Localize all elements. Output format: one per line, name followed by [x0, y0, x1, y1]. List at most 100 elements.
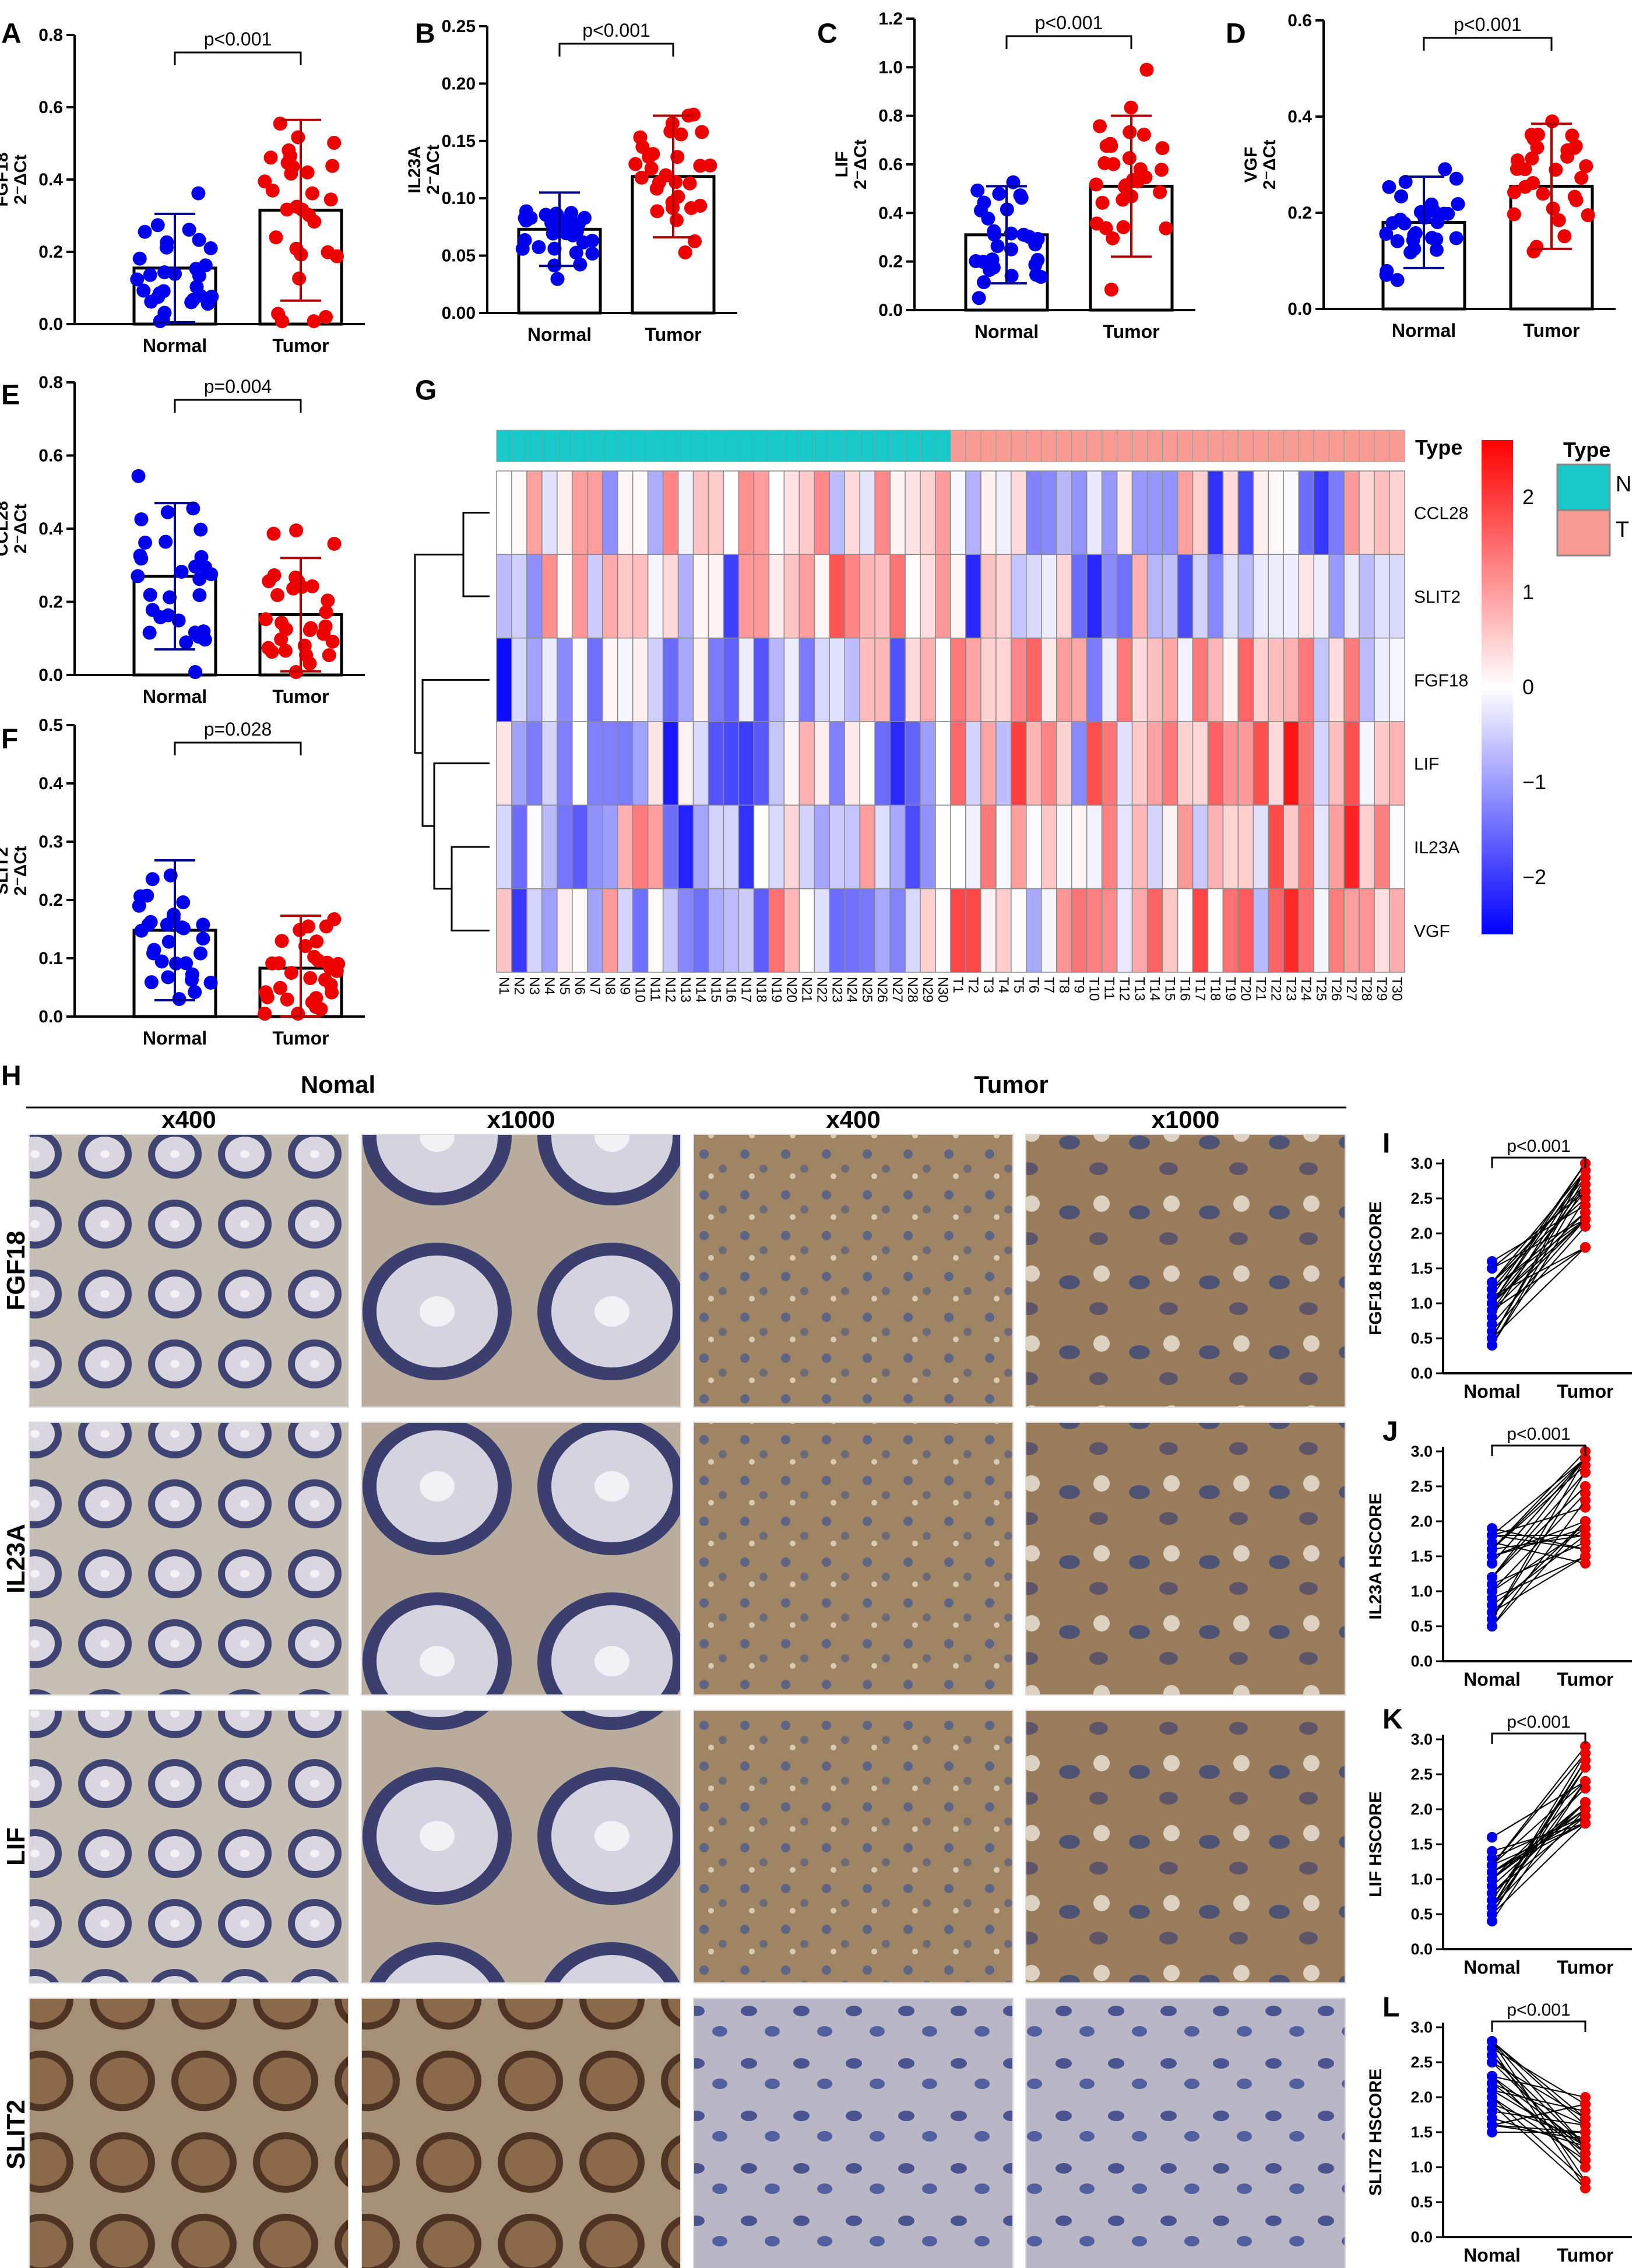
heatmap-cell: [1071, 637, 1088, 722]
data-point-normal: [550, 272, 565, 286]
data-point-tumor: [295, 202, 309, 217]
heatmap-cell: [1359, 721, 1375, 806]
data-point-normal: [1487, 1895, 1497, 1905]
panel-letter: F: [1, 724, 18, 755]
heatmap-cell: [1207, 721, 1224, 806]
heatmap-cell: [844, 470, 860, 555]
heatmap-cell: [632, 888, 649, 973]
data-point-normal: [1028, 237, 1043, 252]
panel-letter: B: [415, 19, 435, 50]
data-point-normal: [523, 210, 538, 225]
heatmap-cell: [1086, 804, 1103, 889]
significance-bracket: [558, 43, 674, 57]
data-point-normal: [992, 187, 1007, 201]
paired-line: [1491, 1767, 1586, 1901]
data-point-normal: [990, 239, 1005, 254]
heatmap-cell: [1071, 804, 1088, 889]
data-point-normal: [1379, 268, 1394, 282]
heatmap-cell: [950, 721, 966, 806]
data-point-normal: [1487, 2036, 1497, 2047]
y-tick-label: 3.0: [1410, 1443, 1433, 1460]
heatmap-cell: [1253, 888, 1269, 973]
legend-label: T: [1616, 518, 1629, 542]
data-point-normal: [1487, 1263, 1497, 1274]
paired-line: [1491, 1170, 1586, 1304]
paired-line: [1491, 2041, 1586, 2147]
heatmap-cell: [1268, 637, 1285, 722]
x-category-label: Normal: [143, 686, 207, 707]
heatmap-column-label: T6: [1026, 977, 1042, 993]
heatmap-cell: [647, 888, 664, 973]
color-scale-tick: 2: [1522, 485, 1534, 509]
heatmap-column-label: T21: [1253, 977, 1268, 1001]
heatmap-cell: [753, 888, 770, 973]
hscore-panel-l: L 0.0 0.5 1.0 1.5 2.0 2.5 3.0 SLIT2 HSCORE p<0.00…: [1366, 1992, 1632, 2266]
heatmap-column-label: T2: [965, 977, 981, 993]
heatmap-cell: [1359, 470, 1375, 555]
significance-bracket: [174, 741, 302, 755]
heatmap-cell: [950, 804, 966, 889]
heatmap-cell: [526, 637, 543, 722]
data-point-tumor: [1526, 175, 1540, 190]
color-scale-tick: −1: [1522, 770, 1546, 794]
heatmap-cell: [874, 804, 891, 889]
data-point-normal: [143, 588, 157, 602]
bar-panel-f: F 0.0 0.1 0.2 0.3 0.4 0.5 SLIT2 2⁻ΔCt Normal Tumor…: [0, 716, 365, 1049]
heatmap-cell: [738, 721, 755, 806]
paired-line: [1491, 2041, 1586, 2182]
heatmap-cell: [572, 888, 588, 973]
heatmap-cell: [1162, 637, 1178, 722]
data-point-tumor: [269, 230, 283, 245]
heatmap-cell: [995, 721, 1012, 806]
y-tick-label: 0.6: [38, 446, 63, 466]
ihc-image-slit2-2: [693, 1998, 1014, 2268]
heatmap-row-label: LIF: [1414, 755, 1439, 774]
heatmap-cell: [829, 721, 845, 806]
type-annotation-cell: [1011, 430, 1027, 462]
heatmap-cell: [1359, 554, 1375, 639]
heatmap-column-label: T12: [1117, 977, 1132, 1001]
data-point-normal: [1393, 212, 1408, 227]
heatmap-cell: [723, 470, 740, 555]
heatmap-cell: [602, 804, 618, 889]
ihc-image-il23a-2: [693, 1422, 1014, 1696]
type-annotation-cell: [768, 430, 784, 462]
type-annotation-cell: [1374, 430, 1390, 462]
heatmap-cell: [1041, 888, 1057, 973]
heatmap-cell: [783, 804, 800, 889]
significance-bracket: [1491, 1444, 1586, 1456]
heatmap-cell: [1313, 637, 1329, 722]
y-tick-label: 3.0: [1410, 1155, 1433, 1172]
data-point-normal: [985, 252, 1000, 267]
heatmap-cell: [920, 554, 936, 639]
paired-line: [1491, 1458, 1586, 1578]
y-axis-unit: 2⁻ΔCt: [851, 139, 870, 189]
p-value: p<0.001: [1454, 14, 1522, 35]
heatmap-column-label: N8: [602, 977, 618, 995]
type-annotation-cell: [632, 430, 649, 462]
paired-line: [1491, 1521, 1586, 1613]
heatmap-cell: [980, 470, 997, 555]
heatmap-cell: [541, 721, 558, 806]
paired-line: [1491, 1247, 1586, 1311]
paired-line: [1491, 1781, 1586, 1866]
heatmap-column-label: N30: [935, 977, 951, 1003]
data-point-normal: [518, 233, 532, 247]
y-axis-label: VGF: [1241, 147, 1261, 183]
heatmap-cell: [965, 637, 981, 722]
heatmap-cell: [1298, 637, 1314, 722]
heatmap-cell: [844, 721, 860, 806]
heatmap-column-label: N20: [783, 977, 799, 1003]
x-category-label: Nomal: [1463, 1381, 1521, 1402]
type-annotation-cell: [1222, 430, 1239, 462]
y-axis-unit: 2⁻ΔCt: [11, 846, 30, 896]
heatmap-cell: [950, 470, 966, 555]
paired-line: [1491, 1472, 1586, 1578]
significance-bracket: [1423, 37, 1553, 51]
heatmap-cell: [647, 721, 664, 806]
heatmap-column-label: N2: [511, 977, 527, 995]
heatmap-cell: [1162, 554, 1178, 639]
heatmap-cell: [874, 637, 891, 722]
data-point-normal: [166, 908, 181, 922]
